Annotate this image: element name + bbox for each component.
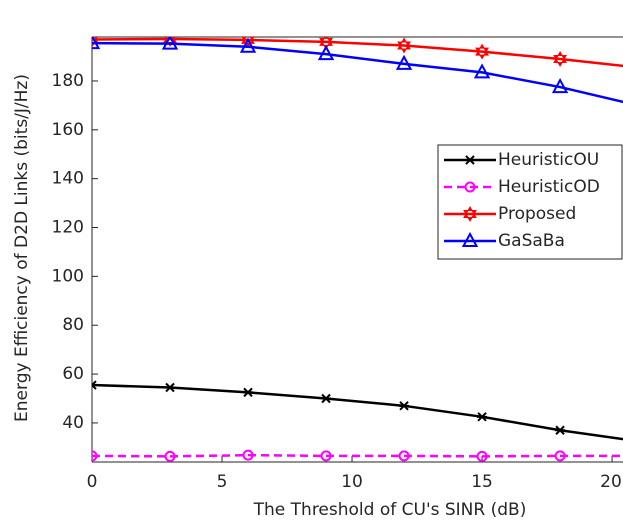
y-tick-label: 120 [52, 218, 84, 238]
y-tick-label: 140 [52, 169, 84, 189]
x-tick-label: 0 [87, 472, 98, 492]
legend-label: HeuristicOD [498, 177, 600, 197]
marker [92, 380, 97, 390]
marker [553, 50, 567, 67]
y-tick-label: 40 [62, 413, 84, 433]
marker [161, 37, 179, 50]
x-axis-label: The Threshold of CU's SINR (dB) [253, 500, 527, 520]
marker [321, 393, 332, 404]
y-tick-label: 80 [62, 315, 84, 335]
marker [241, 37, 255, 48]
legend-marker [461, 231, 479, 247]
y-tick-label: 60 [62, 364, 84, 384]
plot-area [92, 37, 623, 462]
line [92, 453, 623, 458]
marker [165, 382, 176, 393]
legend-label: HeuristicOU [498, 150, 599, 170]
marker [555, 425, 566, 435]
y-tick-label: 180 [52, 71, 84, 91]
marker [398, 450, 410, 462]
y-tick-label: 100 [52, 266, 84, 286]
marker [92, 37, 101, 50]
legend-marker [465, 155, 475, 165]
x-tick-label: 10 [341, 472, 363, 492]
marker [317, 44, 335, 61]
marker [239, 37, 257, 53]
legend-marker [464, 181, 476, 193]
marker [242, 449, 254, 461]
marker [395, 54, 413, 70]
marker [320, 450, 332, 462]
legend-marker [463, 205, 477, 223]
x-tick-label: 5 [217, 472, 228, 492]
marker [164, 450, 176, 462]
marker [399, 401, 410, 411]
marker [554, 450, 566, 462]
marker [92, 450, 98, 462]
line [92, 383, 623, 441]
legend-label: Proposed [498, 204, 576, 224]
marker [476, 450, 488, 462]
line [92, 37, 623, 68]
marker [473, 63, 491, 79]
marker [477, 412, 488, 422]
marker [551, 77, 569, 94]
y-axis-label: Energy Efficiency of D2D Links (bits/J/H… [12, 74, 32, 422]
marker [243, 387, 254, 398]
x-tick-label: 15 [471, 472, 493, 492]
x-tick-label: 20 [600, 472, 622, 492]
marker [397, 37, 411, 54]
legend-label: GaSaBa [498, 231, 565, 251]
marker [475, 43, 489, 60]
line [92, 41, 623, 104]
y-tick-label: 160 [52, 120, 84, 140]
